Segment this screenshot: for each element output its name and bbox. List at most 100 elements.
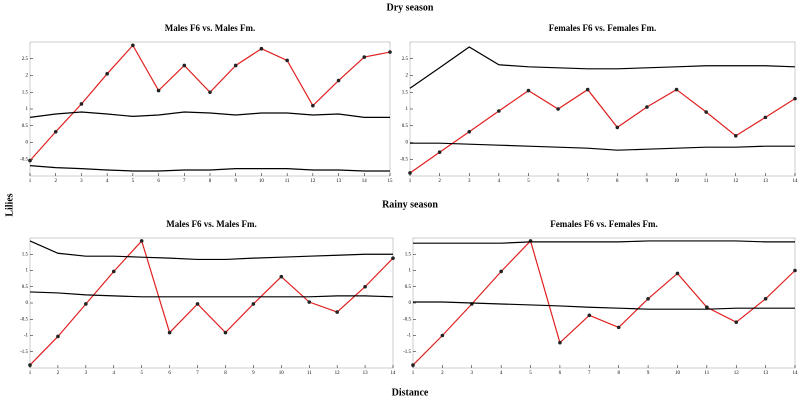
point [111, 269, 116, 274]
series-line [29, 291, 394, 298]
y-tick-label: 0.5 [402, 124, 409, 129]
x-tick-label: 4 [106, 179, 109, 184]
point [182, 63, 187, 68]
x-tick-label: 11 [285, 179, 290, 184]
series-line [409, 46, 796, 89]
point [675, 271, 680, 276]
point [411, 363, 415, 367]
y-tick-label: -1 [24, 334, 29, 339]
x-tick-label: 10 [279, 371, 285, 376]
x-tick-label: 5 [132, 179, 135, 184]
x-tick-label: 9 [252, 371, 255, 376]
x-tick-label: 5 [529, 371, 532, 376]
x-tick-label: 1 [412, 371, 415, 376]
y-tick-label: 0 [406, 141, 409, 146]
x-tick-label: 10 [675, 371, 681, 376]
x-tick-label: 6 [157, 179, 160, 184]
x-tick-label: 2 [441, 371, 444, 376]
x-tick-label: 2 [54, 179, 57, 184]
x-tick-label: 12 [733, 179, 739, 184]
point [646, 296, 650, 301]
y-tick-label: -0.5 [20, 317, 28, 322]
y-tick-label: -1 [407, 334, 412, 339]
x-tick-label: 5 [527, 179, 530, 184]
point [131, 43, 135, 48]
x-tick-label: 11 [704, 179, 709, 184]
point [734, 320, 739, 324]
point [705, 305, 709, 310]
plot-frame [29, 41, 391, 177]
x-tick-label: 1 [29, 179, 32, 184]
x-tick-label: 7 [196, 371, 199, 376]
point [733, 134, 738, 138]
point [167, 330, 172, 335]
y-tick-label: 1.5 [22, 252, 29, 257]
x-tick-label: 2 [438, 179, 441, 184]
series-line [409, 88, 796, 174]
x-tick-label: 13 [763, 371, 769, 376]
x-tick-label: 12 [734, 371, 740, 376]
point [56, 334, 60, 339]
x-tick-label: 15 [388, 179, 394, 184]
y-tick-label: -0.5 [400, 157, 408, 162]
point [208, 90, 212, 95]
point [335, 310, 339, 314]
point [793, 96, 797, 101]
point [139, 239, 144, 243]
x-tick-label: 8 [617, 371, 620, 376]
y-axis-label: Lilies [4, 193, 15, 216]
x-axis-label: Distance [392, 387, 429, 398]
x-tick-label: 4 [498, 179, 501, 184]
x-tick-label: 1 [409, 179, 412, 184]
x-tick-label: 8 [616, 179, 619, 184]
point [763, 115, 768, 120]
point [645, 105, 649, 109]
point [156, 88, 161, 93]
point [105, 72, 109, 76]
point [363, 284, 367, 289]
x-tick-label: 9 [646, 179, 649, 184]
point [763, 296, 768, 301]
point [233, 63, 238, 68]
x-tick-label: 3 [80, 179, 83, 184]
y-tick-label: 1.5 [405, 252, 412, 257]
y-tick-label: -1.5 [20, 350, 28, 355]
point [467, 129, 472, 134]
x-tick-label: 9 [647, 371, 650, 376]
point [28, 158, 32, 163]
x-tick-label: 12 [335, 371, 341, 376]
y-tick-label: 1 [406, 107, 409, 112]
x-tick-label: 8 [224, 371, 227, 376]
panel-title: Males F6 vs. Males Fm. [166, 219, 256, 229]
point [674, 87, 679, 92]
point [440, 333, 445, 338]
x-tick-label: 7 [183, 179, 186, 184]
x-tick-label: 14 [391, 371, 397, 376]
y-tick-label: 0.5 [405, 285, 412, 290]
series-line [29, 111, 390, 118]
x-tick-label: 1 [29, 371, 32, 376]
y-tick-label: 0.5 [22, 124, 29, 129]
point [391, 256, 395, 260]
point [53, 129, 58, 134]
point [556, 107, 560, 111]
series-line [29, 239, 394, 366]
x-tick-label: 13 [363, 371, 369, 376]
point [28, 363, 32, 367]
point [388, 50, 392, 54]
y-tick-label: -0.5 [403, 317, 411, 322]
point [497, 109, 501, 113]
x-tick-label: 6 [559, 371, 562, 376]
x-tick-label: 10 [674, 179, 680, 184]
panel-title: Females F6 vs. Females Fm. [549, 23, 656, 33]
point [307, 300, 312, 304]
series-line [412, 239, 796, 366]
point [615, 125, 620, 130]
series-line [413, 240, 795, 244]
section-title: Dry season [387, 2, 434, 13]
y-tick-label: 2 [26, 74, 29, 79]
x-tick-label: 7 [588, 371, 591, 376]
x-tick-label: 4 [500, 371, 503, 376]
y-tick-label: 1 [409, 269, 412, 274]
